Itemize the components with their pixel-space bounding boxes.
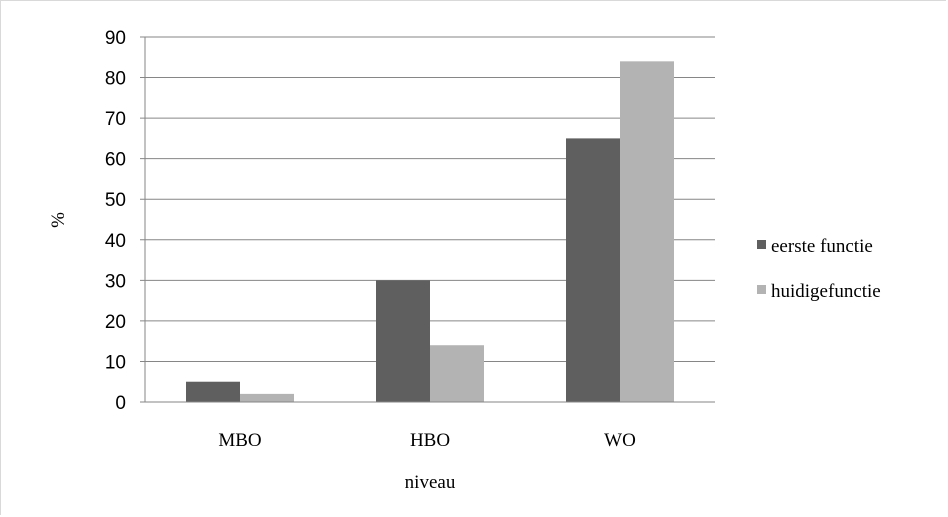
x-tick-label-mbo: MBO <box>218 430 261 451</box>
y-tick-label: 50 <box>105 190 126 211</box>
y-tick-label: 60 <box>105 150 126 171</box>
x-tick-label-hbo: HBO <box>410 430 450 451</box>
legend-label-huidigefunctie: huidigefunctie <box>771 281 881 302</box>
y-tick-label: 80 <box>105 69 126 90</box>
bar-hbo-series-2 <box>430 345 484 402</box>
y-tick-label: 30 <box>105 271 126 292</box>
y-tick-labels: 0 10 20 30 40 50 60 70 80 90 <box>105 28 126 414</box>
y-tick-label: 70 <box>105 109 126 130</box>
legend: eerste functie huidigefunctie <box>757 236 881 302</box>
bar-wo-series-1 <box>566 138 620 402</box>
y-tick-label: 10 <box>105 352 126 373</box>
x-axis-title: niveau <box>405 472 456 493</box>
legend-swatch-huidigefunctie <box>757 285 766 294</box>
bar-mbo-series-1 <box>186 381 240 402</box>
y-tick-label: 40 <box>105 231 126 252</box>
y-tick-label: 90 <box>105 28 126 49</box>
bar-mbo-series-2 <box>240 393 294 402</box>
legend-label-eerste-functie: eerste functie <box>771 236 873 257</box>
x-tick-labels: MBO HBO WO <box>218 430 635 451</box>
legend-swatch-eerste-functie <box>757 240 766 249</box>
y-tick-label: 20 <box>105 312 126 333</box>
bar-hbo-series-1 <box>376 280 430 402</box>
y-tick-label: 0 <box>115 393 126 414</box>
x-tick-label-wo: WO <box>604 430 636 451</box>
y-axis-title: % <box>48 212 69 228</box>
bars <box>186 61 674 402</box>
bar-wo-series-2 <box>620 61 674 402</box>
